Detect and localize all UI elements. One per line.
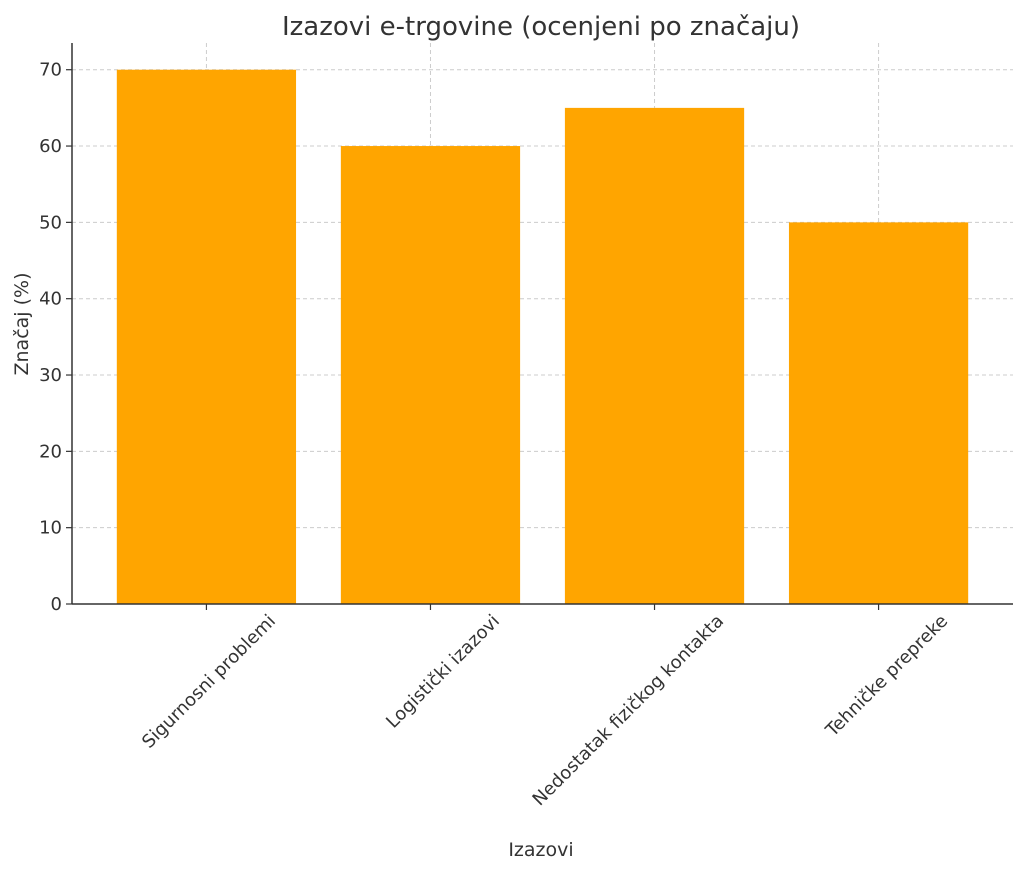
y-tick-labels: 0 10 20 30 40 50 60 70 <box>39 60 62 615</box>
bar-2 <box>340 146 521 604</box>
y-tick-label: 50 <box>39 212 62 233</box>
y-tick-label: 10 <box>39 518 62 539</box>
y-tick-label: 30 <box>39 365 62 386</box>
x-axis-label: Izazovi <box>508 839 573 861</box>
x-tick-labels: Sigurnosni problemi Logistički izazovi Ned… <box>138 611 952 810</box>
y-tick-label: 0 <box>51 594 62 615</box>
x-tick-label: Nedostatak fizičkog kontakta <box>529 611 728 810</box>
y-axis-label: Značaj (%) <box>11 273 33 376</box>
bar-4 <box>788 222 969 604</box>
x-tick-label: Logistički izazovi <box>382 611 504 733</box>
y-tick-label: 70 <box>39 60 62 81</box>
x-tick-label: Sigurnosni problemi <box>138 611 280 753</box>
bar-3 <box>564 107 745 604</box>
y-tick-label: 20 <box>39 441 62 462</box>
axes <box>66 43 1013 610</box>
bars <box>116 69 969 604</box>
bar-1 <box>116 69 297 604</box>
y-tick-label: 40 <box>39 289 62 310</box>
y-tick-label: 60 <box>39 136 62 157</box>
x-tick-label: Tehničke prepreke <box>821 611 952 742</box>
chart-title: Izazovi e-trgovine (ocenjeni po značaju) <box>282 12 800 42</box>
